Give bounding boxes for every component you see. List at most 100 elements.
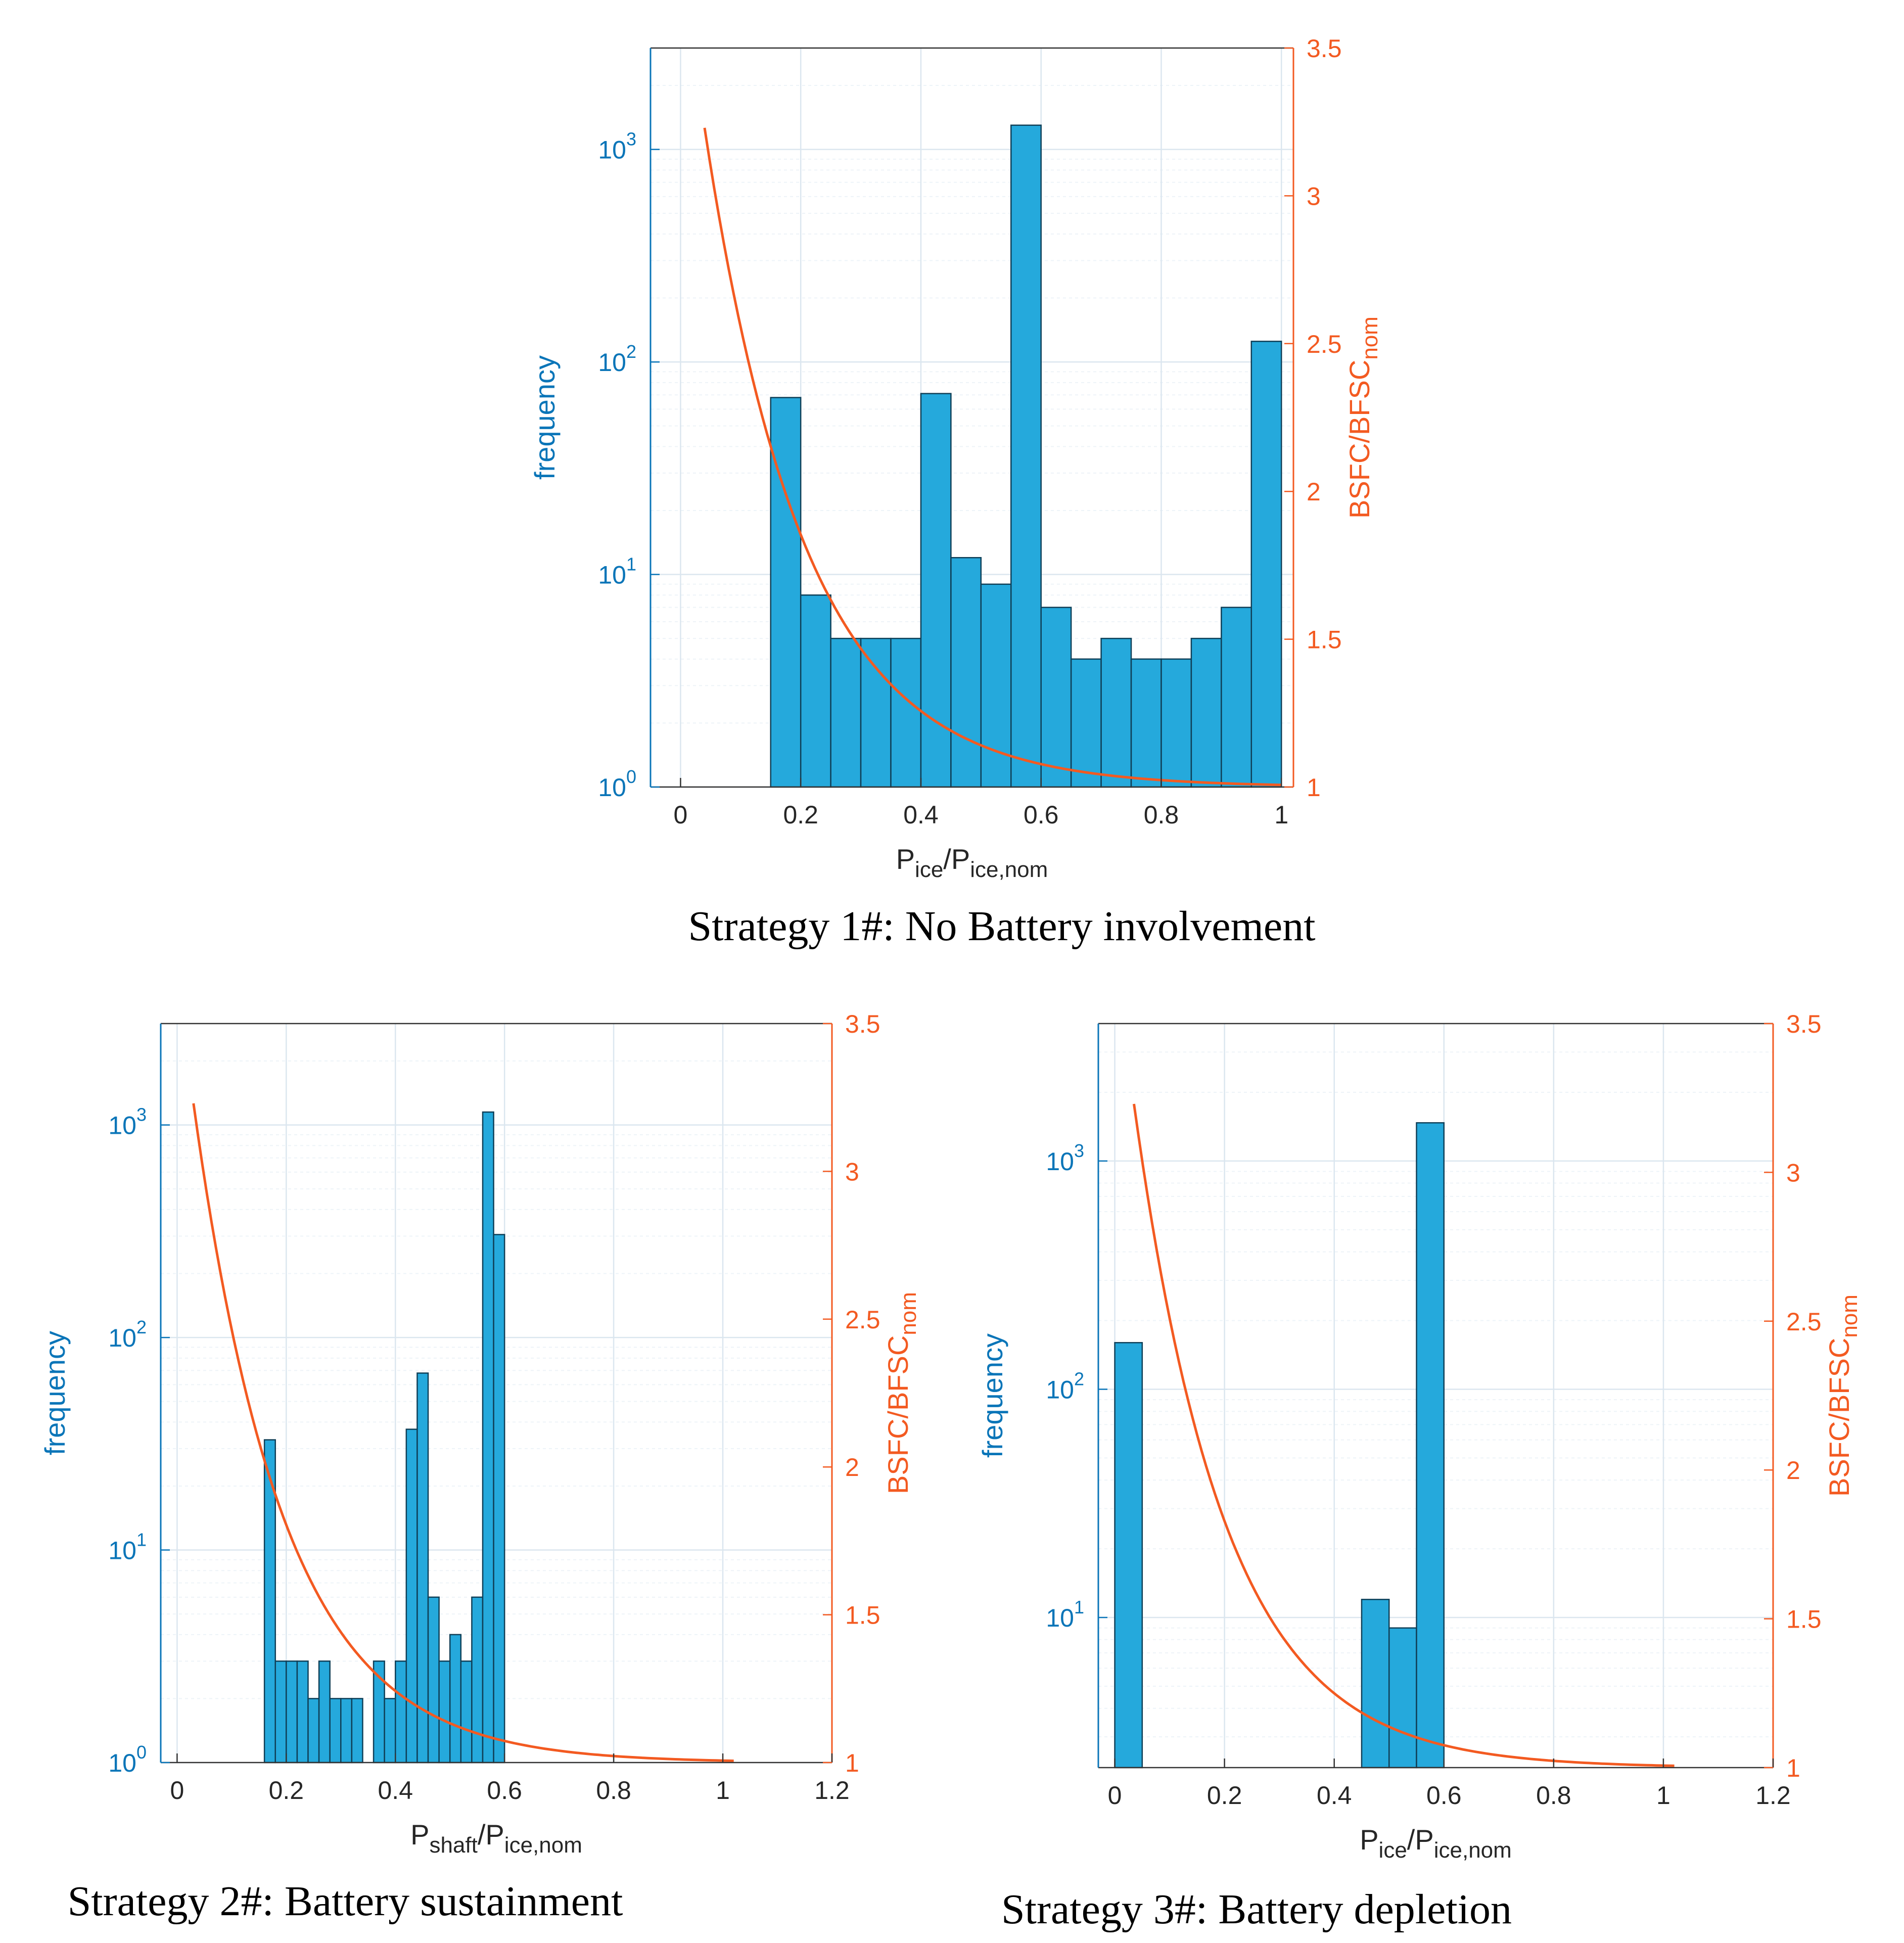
histogram-bar <box>460 1660 473 1764</box>
histogram-bar <box>405 1428 418 1764</box>
chart-caption: Strategy 2#: Battery sustainment <box>68 1878 623 1925</box>
right-label-main: BSFC/BFSC <box>882 1335 914 1494</box>
histogram-bar <box>449 1634 462 1764</box>
x-axis-label: Pice/Pice,nom <box>896 843 1048 882</box>
right-y-tick-label: 1 <box>1786 1754 1800 1782</box>
left-y-tick-label: 101 <box>108 1530 147 1565</box>
histogram-bar <box>1388 1627 1417 1769</box>
histogram-bars <box>770 124 1282 788</box>
x-tick-label: 0.4 <box>378 1776 413 1805</box>
right-y-tick-label: 3 <box>1307 182 1321 210</box>
tick-base: 10 <box>108 1324 136 1352</box>
histogram-bar <box>860 637 892 788</box>
histogram-bar <box>830 637 862 788</box>
histogram-bar <box>950 557 982 788</box>
x-tick-label: 1 <box>1656 1781 1670 1810</box>
x-tick-label: 0 <box>170 1776 184 1805</box>
histogram-bar <box>482 1111 494 1764</box>
x-tick-label: 0.6 <box>487 1776 522 1805</box>
histogram-bar <box>1250 341 1282 788</box>
right-y-axis-label: BSFC/BFSCnom <box>882 1292 921 1494</box>
x-tick-label: 0.4 <box>1317 1781 1352 1810</box>
right-y-tick-label: 1.5 <box>1307 626 1342 654</box>
right-y-tick-label: 3.5 <box>845 1010 880 1038</box>
x-tick-label: 1 <box>1274 801 1288 829</box>
tick-base: 10 <box>1046 1147 1074 1176</box>
histogram-bar <box>307 1698 320 1764</box>
histogram-bar <box>329 1698 342 1764</box>
histogram-bar <box>980 583 1012 788</box>
tick-base: 10 <box>1046 1375 1074 1404</box>
histogram-bar <box>1130 658 1162 788</box>
x-tick-label: 0 <box>1108 1781 1122 1810</box>
left-y-tick-label: 101 <box>598 554 636 589</box>
histogram-bar <box>438 1660 451 1764</box>
histogram-bar <box>1160 658 1192 788</box>
tick-exponent: 2 <box>1074 1368 1084 1389</box>
right-y-tick-label: 2 <box>1786 1456 1800 1485</box>
x-label-main: P <box>410 1819 429 1851</box>
tick-exponent: 3 <box>136 1104 147 1125</box>
histogram-bars <box>1114 1122 1445 1769</box>
histogram-bars <box>263 1111 505 1764</box>
histogram-bar <box>395 1660 407 1764</box>
right-y-tick-label: 2.5 <box>1307 330 1342 358</box>
x-label-mid: /P <box>478 1819 504 1851</box>
chart-caption: Strategy 1#: No Battery involvement <box>688 903 1315 950</box>
tick-exponent: 3 <box>1074 1140 1084 1161</box>
tick-base: 10 <box>598 136 626 164</box>
right-y-tick-label: 2 <box>1307 478 1321 506</box>
x-tick-label: 0 <box>674 801 688 829</box>
left-y-tick-label: 103 <box>1046 1140 1084 1176</box>
left-y-tick-label: 101 <box>1046 1597 1084 1632</box>
histogram-bar <box>416 1372 429 1764</box>
x-tick-label: 0.2 <box>269 1776 304 1805</box>
right-y-axis-label: BSFC/BFSCnom <box>1823 1294 1862 1497</box>
histogram-bar <box>351 1698 363 1764</box>
left-y-axis-label: frequency <box>529 355 561 480</box>
tick-exponent: 1 <box>626 554 636 575</box>
right-label-sub: nom <box>1358 316 1382 360</box>
left-y-tick-label: 103 <box>108 1104 147 1140</box>
x-tick-label: 0.4 <box>903 801 939 829</box>
x-label-sub: ice,nom <box>970 857 1048 882</box>
x-axis-label: Pshaft/Pice,nom <box>410 1819 582 1858</box>
x-tick-label: 1.2 <box>814 1776 850 1805</box>
x-label-sub: ice <box>915 857 943 882</box>
right-y-tick-label: 1 <box>1307 773 1321 802</box>
tick-exponent: 1 <box>136 1530 147 1550</box>
right-y-tick-label: 2.5 <box>845 1306 880 1334</box>
tick-exponent: 0 <box>626 766 636 787</box>
right-label-sub: nom <box>1837 1294 1862 1338</box>
x-label-sub: ice <box>1379 1838 1407 1863</box>
chart-strategy2: 0 0.2 0.4 0.6 0.8 1 1.210010110210311.522.533.… <box>39 1010 921 1925</box>
right-y-tick-label: 1.5 <box>1786 1605 1822 1634</box>
tick-base: 10 <box>108 1537 136 1565</box>
x-tick-label: 0.2 <box>1207 1781 1242 1810</box>
histogram-bar <box>340 1698 353 1764</box>
histogram-bar <box>286 1660 298 1764</box>
x-label-sub: ice,nom <box>1434 1838 1512 1863</box>
histogram-bar <box>1221 607 1252 788</box>
histogram-bar <box>296 1660 309 1764</box>
x-label-sub: ice,nom <box>504 1833 582 1858</box>
right-y-tick-label: 1 <box>845 1749 859 1777</box>
left-y-axis-label: frequency <box>39 1331 71 1455</box>
tick-base: 10 <box>108 1112 136 1140</box>
left-y-tick-label: 102 <box>598 341 636 377</box>
right-y-tick-label: 3 <box>845 1158 859 1186</box>
x-tick-label: 0.8 <box>1144 801 1179 829</box>
x-label-sub: shaft <box>429 1833 477 1858</box>
left-y-tick-label: 100 <box>598 766 636 802</box>
left-y-tick-label: 100 <box>108 1742 147 1777</box>
histogram-bar <box>890 637 922 788</box>
x-label-main: P <box>896 843 915 875</box>
right-y-axis-label: BSFC/BFSCnom <box>1343 316 1382 519</box>
chart-strategy3: 0 0.2 0.4 0.6 0.8 1 1.210110210311.522.533.5Pi… <box>977 1010 1862 1933</box>
x-tick-label: 0.6 <box>1024 801 1059 829</box>
histogram-bar <box>1040 607 1072 788</box>
left-y-tick-label: 102 <box>1046 1368 1084 1404</box>
right-label-main: BSFC/BFSC <box>1343 360 1375 519</box>
right-y-tick-label: 2 <box>845 1453 859 1482</box>
